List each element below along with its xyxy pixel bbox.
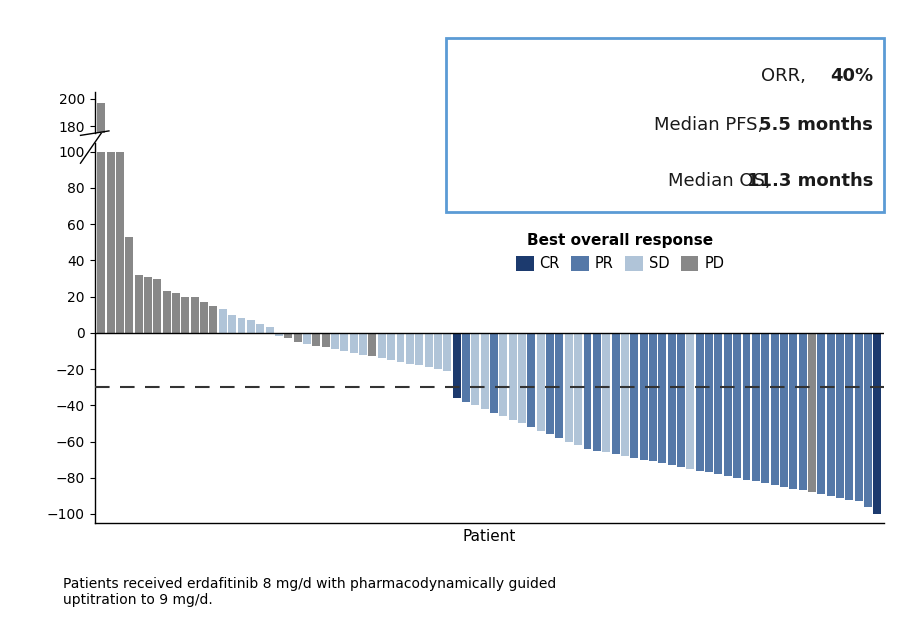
Bar xyxy=(864,333,872,507)
X-axis label: Patient: Patient xyxy=(463,529,516,543)
Bar xyxy=(378,333,386,358)
Bar xyxy=(265,327,273,333)
Bar xyxy=(162,291,170,333)
Bar xyxy=(630,333,639,458)
Bar xyxy=(817,333,825,494)
Bar xyxy=(677,333,685,467)
Bar xyxy=(565,333,573,441)
Bar xyxy=(275,333,283,337)
Bar xyxy=(397,333,404,362)
Bar xyxy=(686,333,695,469)
Bar xyxy=(500,333,507,416)
Bar xyxy=(172,293,180,333)
Bar xyxy=(256,324,264,333)
Bar xyxy=(415,333,423,365)
Bar xyxy=(733,333,741,478)
Bar xyxy=(640,333,648,460)
Bar xyxy=(340,333,348,351)
Bar xyxy=(387,333,395,360)
Text: 11.3 months: 11.3 months xyxy=(747,172,873,190)
Bar xyxy=(443,333,451,371)
Bar xyxy=(200,302,208,333)
Bar xyxy=(481,333,489,409)
Bar xyxy=(134,275,143,333)
Bar xyxy=(575,333,582,445)
Bar xyxy=(546,333,554,434)
Bar xyxy=(705,333,713,472)
Bar xyxy=(350,333,358,353)
Bar xyxy=(125,237,133,333)
Bar xyxy=(798,333,806,491)
Bar xyxy=(219,309,226,333)
Bar xyxy=(836,333,844,498)
Bar xyxy=(761,333,769,483)
Bar xyxy=(425,333,433,367)
Bar xyxy=(406,333,414,364)
Bar xyxy=(845,333,853,500)
Bar xyxy=(742,333,750,479)
Bar xyxy=(603,333,610,453)
Bar xyxy=(144,276,152,333)
Bar xyxy=(667,333,676,465)
Bar xyxy=(723,333,732,476)
Bar xyxy=(509,333,517,420)
Bar xyxy=(528,333,536,427)
Bar xyxy=(153,278,161,333)
Text: 5.5 months: 5.5 months xyxy=(759,116,873,134)
Bar xyxy=(97,103,106,373)
Bar xyxy=(780,333,787,487)
Bar xyxy=(808,333,816,492)
Bar xyxy=(827,333,834,496)
Bar xyxy=(191,297,198,333)
Text: 40%: 40% xyxy=(830,67,873,86)
Bar xyxy=(322,333,329,347)
Bar xyxy=(106,152,115,333)
Bar xyxy=(658,333,667,463)
Text: Median OS,: Median OS, xyxy=(668,172,777,190)
Bar xyxy=(490,333,498,413)
Bar xyxy=(359,333,367,354)
Bar xyxy=(312,333,320,346)
Bar xyxy=(181,297,189,333)
Bar xyxy=(873,333,881,514)
Bar xyxy=(284,333,292,339)
Bar xyxy=(453,333,461,398)
Bar xyxy=(584,333,592,449)
Bar xyxy=(789,333,797,489)
Bar xyxy=(228,314,236,333)
Bar xyxy=(593,333,601,451)
Bar xyxy=(472,333,479,405)
Bar xyxy=(97,152,106,333)
Bar xyxy=(294,333,301,342)
Bar xyxy=(116,152,124,333)
Bar xyxy=(369,333,376,356)
Bar xyxy=(462,333,470,402)
Legend: CR, PR, SD, PD: CR, PR, SD, PD xyxy=(511,228,730,277)
Bar xyxy=(537,333,545,430)
Bar xyxy=(434,333,442,369)
Bar xyxy=(855,333,862,501)
Bar xyxy=(695,333,704,470)
Bar xyxy=(714,333,723,474)
Bar xyxy=(331,333,339,349)
Bar xyxy=(247,320,255,333)
Bar xyxy=(612,333,620,454)
Text: Patients received erdafitinib 8 mg/d with pharmacodynamically guided
uptitration: Patients received erdafitinib 8 mg/d wit… xyxy=(63,577,557,607)
Bar xyxy=(209,306,217,333)
Bar xyxy=(621,333,629,456)
Bar xyxy=(303,333,311,344)
Bar xyxy=(649,333,657,462)
Bar xyxy=(770,333,778,485)
Text: Median PFS,: Median PFS, xyxy=(655,116,769,134)
Text: ORR,: ORR, xyxy=(761,67,812,86)
Bar xyxy=(752,333,759,481)
Bar xyxy=(556,333,564,438)
Bar xyxy=(237,318,245,333)
Bar xyxy=(518,333,526,424)
